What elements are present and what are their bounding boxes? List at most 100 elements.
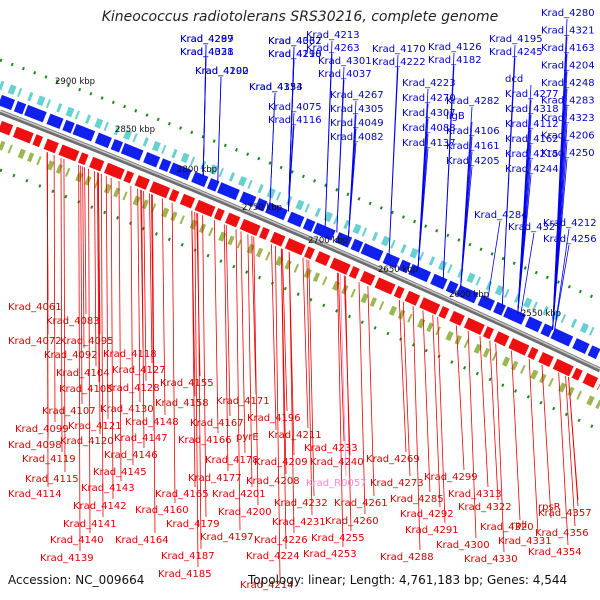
label-connector bbox=[94, 171, 97, 367]
gene-label: Krad_4171 bbox=[216, 396, 270, 407]
gene-label: Krad_4244 bbox=[505, 164, 559, 175]
label-connector bbox=[251, 235, 257, 395]
gene-label: Krad_4277 bbox=[505, 89, 559, 100]
gene-label: Krad_4291 bbox=[405, 525, 459, 536]
gene-label: Krad_4253 bbox=[303, 549, 357, 560]
gene-label: dcd bbox=[505, 74, 523, 85]
label-connector bbox=[253, 236, 259, 506]
gene-label: Krad_4321 bbox=[541, 26, 595, 37]
label-connector bbox=[568, 377, 579, 507]
gene-label: Krad_4130 bbox=[100, 404, 154, 415]
gene-label: Krad_4120 bbox=[60, 436, 114, 447]
gene-label: Krad_4289 bbox=[180, 34, 234, 45]
summary-text: Topology: linear; Length: 4,761,183 bp; … bbox=[248, 573, 568, 587]
label-connector bbox=[495, 343, 505, 553]
scale-ticks: 2900 kbp 2850 kbp 2800 kbp 2750 kbp 2700 kbp… bbox=[55, 77, 561, 319]
label-connector bbox=[554, 244, 570, 331]
label-connector bbox=[46, 152, 49, 488]
gene-label: Krad_4187 bbox=[161, 551, 215, 562]
label-connector bbox=[105, 175, 109, 420]
label-connector bbox=[324, 53, 333, 228]
gene-label: Krad_4112 bbox=[505, 119, 559, 130]
label-connector bbox=[528, 358, 539, 535]
gene-label: Krad_4114 bbox=[8, 489, 62, 500]
gene-label: Krad_4082 bbox=[330, 132, 384, 143]
scale-tick-label: 2650 kbp bbox=[378, 265, 418, 275]
gene-label: Krad_4155 bbox=[160, 378, 214, 389]
label-connector bbox=[202, 215, 207, 518]
label-connector bbox=[358, 282, 366, 515]
label-connector bbox=[191, 210, 196, 488]
label-connector bbox=[437, 317, 446, 524]
gene-label: Krad_4299 bbox=[424, 472, 478, 483]
feature-strip-lower bbox=[0, 140, 600, 410]
label-connector bbox=[275, 245, 281, 579]
scale-tick-label: 2750 kbp bbox=[242, 203, 282, 213]
label-connector bbox=[517, 174, 532, 314]
gene-label: Krad_4148 bbox=[125, 417, 179, 428]
label-connector bbox=[460, 166, 473, 288]
gene-label: Krad_4305 bbox=[330, 104, 384, 115]
gene-label: Krad_4170 bbox=[372, 44, 426, 55]
label-connector bbox=[110, 177, 114, 500]
label-connector bbox=[417, 148, 429, 269]
label-connector bbox=[554, 228, 570, 331]
gene-label: Krad_4320 bbox=[480, 522, 534, 533]
gene-label: Krad_4313 bbox=[448, 489, 502, 500]
gene-label: Krad_4354 bbox=[528, 547, 582, 558]
gene-label: Krad_4142 bbox=[73, 501, 127, 512]
scale-tick-label: 2850 kbp bbox=[115, 125, 155, 135]
label-connector bbox=[306, 259, 313, 516]
gene-label: Krad_4290 bbox=[195, 66, 249, 77]
forward-gene-labels: Krad_4297Krad_4031Krad_4102Krad_4067Krad… bbox=[180, 8, 597, 245]
scale-tick-label: 2550 kbp bbox=[521, 309, 561, 319]
gene-label: Krad_4205 bbox=[446, 156, 500, 167]
gene-label: Krad_4145 bbox=[93, 467, 147, 478]
gene-label: Krad_4126 bbox=[428, 42, 482, 53]
gene-label: Krad_4197 bbox=[200, 532, 254, 543]
gene-label: Krad_4292 bbox=[400, 509, 454, 520]
gene-label: Krad_4322 bbox=[458, 502, 512, 513]
label-connector bbox=[344, 276, 352, 532]
gene-label: Krad_4214 bbox=[240, 580, 294, 591]
label-connector bbox=[96, 172, 100, 383]
gene-label: Krad_4110 bbox=[268, 49, 322, 60]
gene-label: Krad_4206 bbox=[541, 131, 595, 142]
gene-label: Krad_4284 bbox=[474, 210, 528, 221]
label-connector bbox=[367, 286, 375, 497]
label-connector bbox=[287, 125, 295, 212]
gene-label: Krad_4201 bbox=[212, 489, 266, 500]
gene-label: Krad_4318 bbox=[505, 104, 559, 115]
label-connector bbox=[247, 234, 253, 488]
label-connector bbox=[455, 325, 465, 471]
gene-label: Krad_4075 bbox=[268, 102, 322, 113]
gene-label: Krad_4102 bbox=[195, 66, 249, 77]
gene-label: Krad_4256 bbox=[543, 234, 597, 245]
label-connector bbox=[197, 213, 202, 550]
gene-label: Krad_4116 bbox=[268, 115, 322, 126]
gene-label: Krad_4098 bbox=[8, 440, 62, 451]
label-connector bbox=[487, 220, 501, 300]
gene-label: Krad_4334 bbox=[249, 82, 303, 93]
gene-label: Krad_4160 bbox=[135, 505, 189, 516]
label-connector bbox=[302, 257, 309, 429]
gene-label: Krad_4212 bbox=[543, 218, 597, 229]
label-connector bbox=[501, 57, 516, 307]
label-connector bbox=[217, 76, 222, 182]
gene-label: Krad_4196 bbox=[247, 413, 301, 424]
gene-label: Krad_4088 bbox=[402, 123, 456, 134]
gene-label: Krad_4215 bbox=[505, 149, 559, 160]
label-connector bbox=[336, 79, 345, 233]
label-connector bbox=[100, 173, 104, 518]
gene-label: rpsR bbox=[538, 502, 561, 513]
scale-tick-label: 2600 kbp bbox=[449, 290, 489, 300]
gene-label: Krad_4031 bbox=[180, 47, 234, 58]
label-connector bbox=[161, 198, 166, 416]
gene-label: Krad_4092 bbox=[44, 350, 98, 361]
label-connector bbox=[308, 260, 315, 497]
gene-label: Krad_4211 bbox=[268, 430, 322, 441]
gene-label: Krad_4209 bbox=[254, 457, 308, 468]
gene-label: Krad_4273 bbox=[370, 478, 424, 489]
